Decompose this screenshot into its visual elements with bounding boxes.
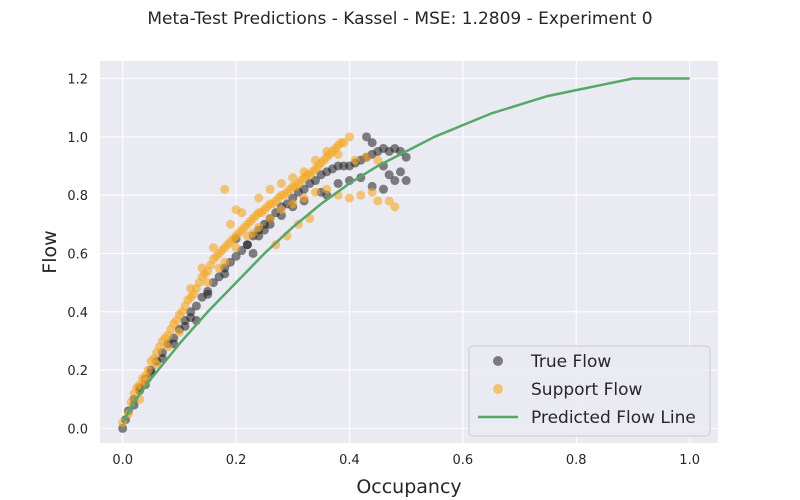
- support-flow-point: [276, 205, 286, 215]
- x-axis-ticks: 0.0 0.2 0.4 0.6 0.8 1.0: [112, 453, 700, 468]
- x-tick-label: 0.6: [453, 453, 474, 468]
- true-flow-point: [242, 240, 252, 250]
- x-tick-label: 0.4: [339, 453, 360, 468]
- legend-marker-support-flow: [493, 384, 503, 394]
- y-tick-label: 0.8: [67, 189, 88, 204]
- support-flow-point: [288, 173, 298, 183]
- true-flow-point: [395, 167, 405, 177]
- support-flow-point: [143, 365, 153, 375]
- true-flow-point: [191, 301, 201, 311]
- support-flow-point: [163, 342, 173, 352]
- support-flow-point: [276, 178, 286, 188]
- support-flow-point: [367, 187, 377, 197]
- support-flow-point: [310, 155, 320, 165]
- true-flow-point: [220, 269, 230, 279]
- true-flow-point: [333, 178, 343, 188]
- support-flow-point: [350, 155, 360, 165]
- y-tick-label: 0.4: [67, 306, 88, 321]
- y-tick-label: 0.0: [67, 422, 88, 437]
- true-flow-point: [203, 289, 213, 299]
- true-flow-point: [401, 176, 411, 186]
- true-flow-point: [367, 138, 377, 148]
- y-tick-label: 1.2: [67, 72, 88, 87]
- support-flow-point: [220, 184, 230, 194]
- support-flow-point: [322, 146, 332, 156]
- support-flow-point: [322, 184, 332, 194]
- support-flow-point: [310, 187, 320, 197]
- support-flow-point: [373, 196, 383, 206]
- true-flow-point: [231, 251, 241, 261]
- legend-marker-true-flow: [493, 356, 503, 366]
- x-tick-label: 1.0: [679, 453, 700, 468]
- support-flow-point: [254, 222, 264, 232]
- true-flow-point: [248, 248, 258, 258]
- support-flow-point: [174, 327, 184, 337]
- legend-label-predicted-flow-line: Predicted Flow Line: [531, 408, 696, 428]
- support-flow-point: [203, 278, 213, 288]
- legend: True Flow Support Flow Predicted Flow Li…: [468, 345, 711, 437]
- x-tick-label: 0.2: [226, 453, 247, 468]
- legend-label-true-flow: True Flow: [530, 352, 611, 372]
- y-axis-label: Flow: [39, 230, 61, 273]
- support-flow-point: [152, 359, 162, 369]
- support-flow-point: [344, 193, 354, 203]
- support-flow-point: [220, 257, 230, 267]
- support-flow-series: [118, 132, 400, 428]
- support-flow-point: [288, 199, 298, 209]
- support-flow-point: [339, 138, 349, 148]
- y-tick-label: 0.2: [67, 364, 88, 379]
- true-flow-point: [180, 321, 190, 331]
- predicted-flow-series: [121, 77, 690, 424]
- support-flow-point: [265, 184, 275, 194]
- true-flow-point: [299, 184, 309, 194]
- support-flow-point: [225, 219, 235, 229]
- support-flow-point: [254, 193, 264, 203]
- support-flow-point: [299, 193, 309, 203]
- support-flow-point: [299, 167, 309, 177]
- support-flow-point: [384, 196, 394, 206]
- support-flow-point: [248, 228, 258, 238]
- legend-box: [468, 345, 711, 437]
- support-flow-point: [356, 190, 366, 200]
- y-tick-label: 1.0: [67, 131, 88, 146]
- true-flow-point: [401, 152, 411, 162]
- predicted-flow-line: [121, 77, 690, 424]
- y-tick-label: 0.6: [67, 247, 88, 262]
- x-tick-label: 0.0: [112, 453, 133, 468]
- true-flow-point: [378, 184, 388, 194]
- support-flow-point: [231, 243, 241, 253]
- support-flow-point: [265, 213, 275, 223]
- support-flow-point: [197, 263, 207, 273]
- x-axis-label: Occupancy: [356, 476, 461, 498]
- legend-label-support-flow: Support Flow: [531, 380, 643, 400]
- true-flow-point: [361, 132, 371, 142]
- support-flow-point: [231, 205, 241, 215]
- true-flow-point: [390, 176, 400, 186]
- x-tick-label: 0.8: [566, 453, 587, 468]
- y-axis-ticks: 0.0 0.2 0.4 0.6 0.8 1.0 1.2: [67, 72, 88, 437]
- support-flow-point: [361, 152, 371, 162]
- support-flow-point: [208, 243, 218, 253]
- true-flow-point: [310, 176, 320, 186]
- support-flow-point: [214, 263, 224, 273]
- support-flow-point: [344, 132, 354, 142]
- support-flow-point: [333, 149, 343, 159]
- support-flow-point: [373, 155, 383, 165]
- support-flow-point: [186, 283, 196, 293]
- true-flow-point: [384, 170, 394, 180]
- support-flow-point: [390, 202, 400, 212]
- chart-title: Meta-Test Predictions - Kassel - MSE: 1.…: [147, 9, 652, 29]
